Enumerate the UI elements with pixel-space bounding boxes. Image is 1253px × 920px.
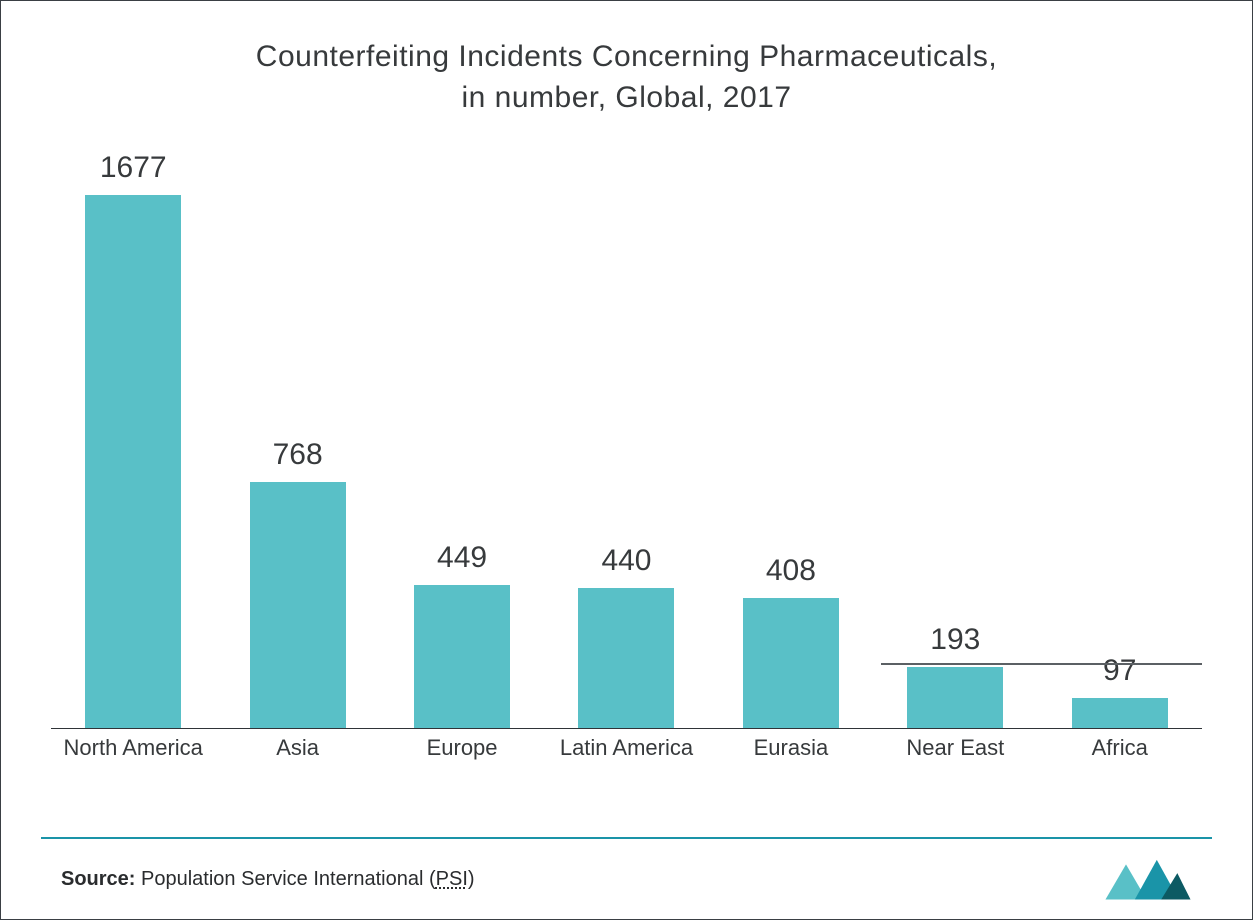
- chart-title: Counterfeiting Incidents Concerning Phar…: [1, 1, 1252, 118]
- x-axis-label: Africa: [1038, 735, 1202, 769]
- annotation-line: [881, 663, 1202, 665]
- x-axis-label: Latin America: [544, 735, 708, 769]
- footer: Source: Population Service International…: [1, 839, 1252, 919]
- bar-value-label: 97: [1103, 654, 1136, 688]
- x-axis-label: Near East: [873, 735, 1037, 769]
- chart-frame: Counterfeiting Incidents Concerning Phar…: [0, 0, 1253, 920]
- chart-title-line2: in number, Global, 2017: [1, 78, 1252, 119]
- brand-logo-icon: [1104, 855, 1192, 903]
- bar-value-label: 768: [273, 438, 323, 472]
- bar-rect: [743, 598, 839, 729]
- bar-rect: [1072, 698, 1168, 729]
- bar-value-label: 449: [437, 541, 487, 575]
- bar-rect: [414, 585, 510, 729]
- x-axis-label: Europe: [380, 735, 544, 769]
- x-axis-baseline: [51, 728, 1202, 729]
- bar-slot: 193: [873, 151, 1037, 729]
- bar-slot: 449: [380, 151, 544, 729]
- x-axis-labels: North AmericaAsiaEuropeLatin AmericaEura…: [51, 735, 1202, 769]
- bar-slot: 408: [709, 151, 873, 729]
- bars-container: 1677 768 449 440 408 193 97: [51, 151, 1202, 729]
- x-axis-label: North America: [51, 735, 215, 769]
- source-label: Source:: [61, 868, 135, 890]
- bar-rect: [907, 667, 1003, 729]
- bar-slot: 768: [215, 151, 379, 729]
- chart-area: 167776844944040819397 North AmericaAsiaE…: [51, 151, 1202, 769]
- bar-value-label: 1677: [100, 151, 167, 185]
- bar-value-label: 193: [930, 623, 980, 657]
- bar-value-label: 440: [601, 544, 651, 578]
- bar-rect: [250, 482, 346, 729]
- bar-rect: [578, 588, 674, 729]
- bar-value-label: 408: [766, 554, 816, 588]
- chart-title-line1: Counterfeiting Incidents Concerning Phar…: [1, 37, 1252, 78]
- bar-rect: [85, 195, 181, 729]
- bar-slot: 440: [544, 151, 708, 729]
- x-axis-label: Eurasia: [709, 735, 873, 769]
- source-text-prefix: Population Service International (: [135, 868, 435, 890]
- source-citation: Source: Population Service International…: [61, 868, 475, 891]
- source-text-suffix: ): [468, 868, 475, 890]
- x-axis-label: Asia: [215, 735, 379, 769]
- plot: 167776844944040819397 North AmericaAsiaE…: [51, 151, 1202, 769]
- bar-slot: 97: [1038, 151, 1202, 729]
- bar-slot: 1677: [51, 151, 215, 729]
- source-acronym: PSI: [436, 868, 468, 890]
